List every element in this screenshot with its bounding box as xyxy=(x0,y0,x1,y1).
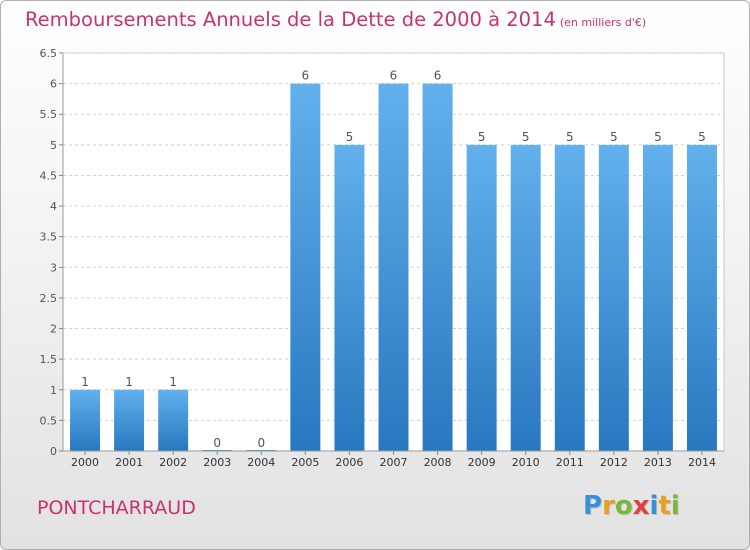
data-label-2012: 5 xyxy=(610,130,618,144)
data-label-2011: 5 xyxy=(566,130,574,144)
logo-letter: t xyxy=(658,491,671,521)
logo-letter: x xyxy=(632,491,650,521)
x-tick-label: 2007 xyxy=(380,456,408,469)
bar-2006 xyxy=(334,144,365,451)
y-tick-label: 0.5 xyxy=(40,414,58,427)
x-tick-label: 2008 xyxy=(424,456,452,469)
logo-letter: r xyxy=(602,491,615,521)
data-label-2006: 5 xyxy=(346,130,354,144)
y-tick-label: 3.5 xyxy=(40,231,58,244)
bar-2012 xyxy=(598,144,629,451)
data-label-2009: 5 xyxy=(478,130,486,144)
y-tick-label: 2 xyxy=(50,323,57,336)
logo-letter: i xyxy=(670,491,680,521)
bar-2010 xyxy=(510,144,541,451)
x-tick-label: 2003 xyxy=(203,456,231,469)
y-axis: 0 0.5 1 1.5 2 2.5 3 3.5 4 4.5 5 5.5 6 6.5 xyxy=(40,47,64,458)
chart-unit: (en milliers d'€) xyxy=(559,16,647,29)
y-tick-label: 5.5 xyxy=(40,108,58,121)
y-tick-label: 2.5 xyxy=(40,292,58,305)
x-tick-label: 2006 xyxy=(335,456,363,469)
logo-letter: i xyxy=(649,491,659,521)
x-tick-label: 2014 xyxy=(688,456,716,469)
x-tick-label: 2002 xyxy=(159,456,187,469)
bar-2014 xyxy=(686,144,717,451)
data-label-2010: 5 xyxy=(522,130,530,144)
bar-2008 xyxy=(422,83,453,451)
bar-2000 xyxy=(70,389,101,451)
bar-2011 xyxy=(554,144,585,451)
data-label-2002: 1 xyxy=(169,375,177,389)
bar-2013 xyxy=(642,144,673,451)
bar-2002 xyxy=(158,389,189,451)
data-label-2003: 0 xyxy=(213,436,221,450)
y-tick-label: 0 xyxy=(50,445,57,458)
y-tick-label: 4 xyxy=(50,200,57,213)
x-tick-label: 2004 xyxy=(247,456,275,469)
chart-title-text: Remboursements Annuels de la Dette de 20… xyxy=(25,8,556,31)
x-tick-label: 2012 xyxy=(600,456,628,469)
bars: 1 1 1 0 0 6 5 6 6 5 5 5 5 5 5 xyxy=(70,69,717,451)
x-tick-label: 2005 xyxy=(291,456,319,469)
data-label-2000: 1 xyxy=(81,375,89,389)
bar-2005 xyxy=(290,83,321,451)
y-tick-label: 1 xyxy=(50,384,57,397)
x-axis: 2000 2001 2002 2003 2004 2005 2006 2007 2008 2009… xyxy=(63,450,724,469)
data-label-2014: 5 xyxy=(698,130,706,144)
x-tick-label: 2000 xyxy=(71,456,99,469)
chart-title: Remboursements Annuels de la Dette de 20… xyxy=(25,8,646,31)
data-label-2013: 5 xyxy=(654,130,662,144)
y-tick-label: 5 xyxy=(50,139,57,152)
data-label-2004: 0 xyxy=(257,436,265,450)
y-tick-label: 6 xyxy=(50,78,57,91)
x-tick-label: 2011 xyxy=(556,456,584,469)
data-label-2001: 1 xyxy=(125,375,133,389)
y-tick-label: 6.5 xyxy=(40,47,58,60)
data-label-2008: 6 xyxy=(434,69,442,83)
bar-2009 xyxy=(466,144,497,451)
bar-2007 xyxy=(378,83,409,451)
x-tick-label: 2010 xyxy=(512,456,540,469)
x-tick-label: 2013 xyxy=(644,456,672,469)
commune-name: PONTCHARRAUD xyxy=(37,497,196,519)
x-tick-label: 2001 xyxy=(115,456,143,469)
y-tick-label: 4.5 xyxy=(40,169,58,182)
logo-letter: P xyxy=(583,491,603,521)
y-tick-label: 3 xyxy=(50,261,57,274)
data-label-2007: 6 xyxy=(390,69,398,83)
logo-letter: o xyxy=(614,491,633,521)
data-label-2005: 6 xyxy=(302,69,310,83)
bar-2001 xyxy=(114,389,145,451)
x-tick-label: 2009 xyxy=(468,456,496,469)
y-tick-label: 1.5 xyxy=(40,353,58,366)
proxiti-logo: Proxiti xyxy=(583,491,680,521)
